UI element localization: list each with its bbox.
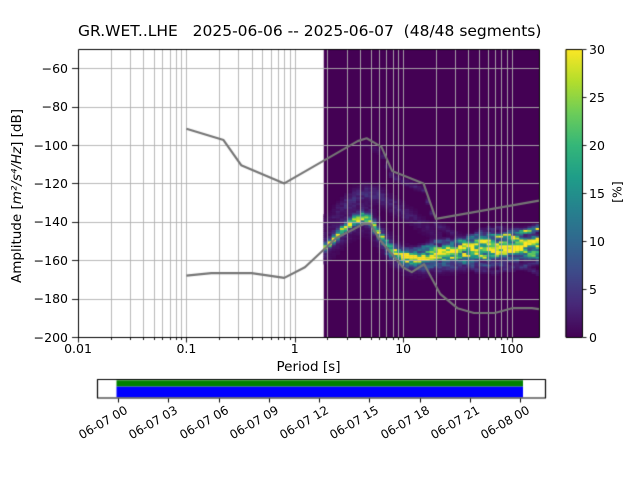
- y-tick-label: −160: [33, 252, 68, 268]
- x-tick-label: 0.1: [176, 341, 197, 356]
- y-tick-label: −100: [33, 137, 68, 153]
- y-tick-label: −140: [33, 214, 68, 230]
- x-tick-label: 10: [395, 341, 412, 356]
- colorbar-tick-label: 15: [589, 185, 605, 201]
- plot-title: GR.WET..LHE 2025-06-06 -- 2025-06-07 (48…: [78, 22, 542, 40]
- x-axis-label: Period [s]: [276, 359, 341, 375]
- colorbar-tick-label: 20: [589, 137, 605, 153]
- x-tick-label: 100: [499, 341, 524, 356]
- colorbar-label: [%]: [609, 181, 625, 203]
- colorbar-tick-label: 5: [589, 281, 597, 297]
- colorbar-tick-label: 10: [589, 233, 605, 249]
- y-tick-label: −60: [41, 60, 68, 76]
- y-tick-label: −80: [41, 99, 68, 115]
- y-tick-label: −120: [33, 175, 68, 191]
- colorbar-tick-label: 25: [589, 89, 605, 105]
- colorbar-tick-label: 0: [589, 329, 597, 345]
- x-tick-label: 0.01: [64, 341, 92, 356]
- y-tick-label: −200: [33, 329, 68, 345]
- colorbar-tick-label: 30: [589, 41, 605, 57]
- x-tick-label: 1: [290, 341, 299, 356]
- y-tick-label: −180: [33, 291, 68, 307]
